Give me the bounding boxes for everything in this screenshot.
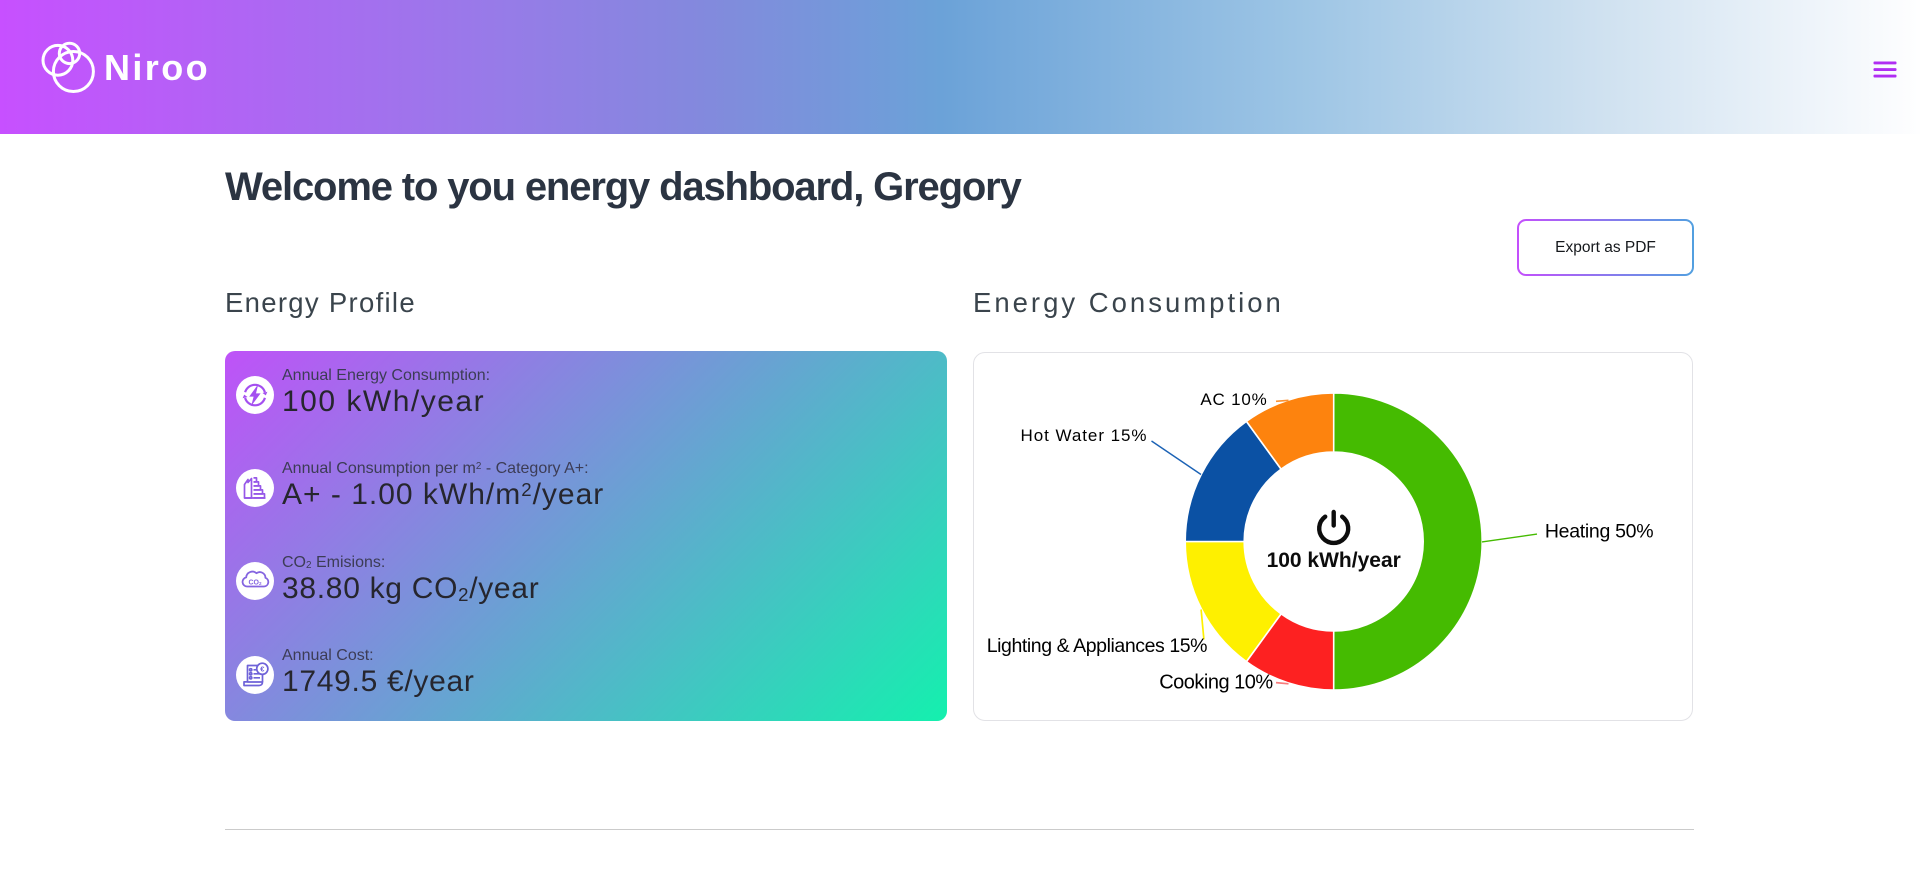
svg-text:CO2: CO2 — [248, 580, 262, 587]
svg-text:Cooking 10%: Cooking 10% — [1159, 672, 1273, 694]
svg-text:Hot Water 15%: Hot Water 15% — [1021, 426, 1148, 445]
svg-text:Heating 50%: Heating 50% — [1545, 521, 1653, 543]
svg-text:AC 10%: AC 10% — [1200, 390, 1267, 409]
svg-text:100 kWh/year: 100 kWh/year — [1267, 549, 1401, 572]
svg-text:€: € — [260, 664, 264, 673]
svg-text:Lighting & Appliances 15%: Lighting & Appliances 15% — [987, 635, 1207, 657]
